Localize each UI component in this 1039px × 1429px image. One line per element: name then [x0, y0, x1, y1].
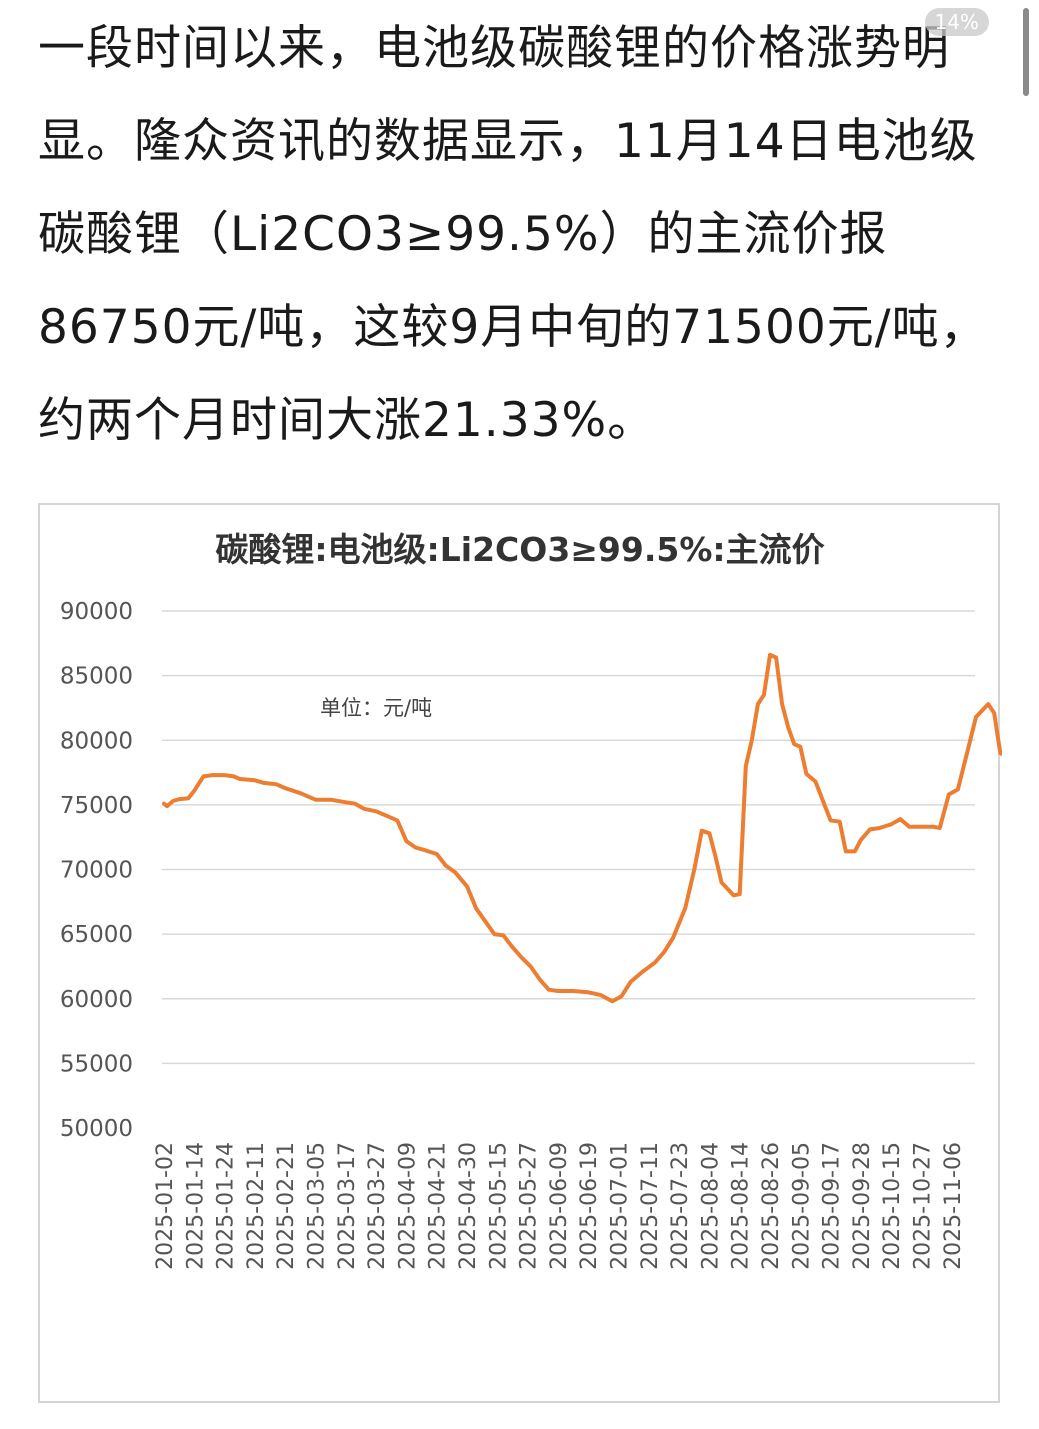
x-tick-label: 2025-04-09	[395, 1142, 420, 1270]
y-tick-label: 90000	[60, 599, 133, 625]
unit-label: 单位：元/吨	[320, 696, 432, 720]
y-tick-label: 75000	[60, 793, 133, 819]
y-tick-label: 80000	[60, 728, 133, 754]
y-tick-label: 70000	[60, 858, 133, 884]
y-axis-ticks: 90000 85000 80000 75000 70000 65000 60000 55000…	[60, 599, 133, 1142]
x-tick-label: 2025-03-27	[365, 1142, 390, 1270]
gridlines	[162, 610, 975, 1065]
x-tick-label: 2025-09-17	[820, 1142, 845, 1270]
x-tick-label: 2025-09-05	[789, 1142, 814, 1270]
x-tick-label: 2025-04-21	[426, 1142, 451, 1270]
x-tick-label: 2025-07-01	[608, 1142, 633, 1270]
line-chart: 碳酸锂:电池级:Li2CO3≥99.5%:主流价 单位：元/吨 90000 850…	[60, 530, 1002, 1270]
x-tick-label: 2025-10-27	[911, 1142, 936, 1270]
scrollbar[interactable]	[1023, 8, 1029, 96]
y-tick-label: 50000	[60, 1116, 133, 1142]
series-line-lithium-carbonate-price	[162, 652, 1002, 1004]
article-paragraph: 一段时间以来，电池级碳酸锂的价格涨势明显。隆众资讯的数据显示，11月14日电池级…	[38, 21, 988, 448]
x-tick-label: 2025-07-11	[638, 1142, 663, 1270]
x-tick-label: 2025-10-15	[880, 1142, 905, 1270]
chart-container: 碳酸锂:电池级:Li2CO3≥99.5%:主流价 单位：元/吨 90000 850…	[38, 503, 1002, 1403]
x-tick-label: 2025-01-02	[153, 1142, 178, 1270]
x-tick-label: 2025-04-30	[456, 1142, 481, 1270]
x-tick-label: 2025-06-09	[547, 1142, 572, 1270]
x-axis-ticks: 2025-01-02 2025-01-14 2025-01-24 2025-02-11…	[153, 1142, 966, 1270]
x-tick-label: 2025-05-27	[517, 1142, 542, 1270]
x-tick-label: 2025-08-26	[759, 1142, 784, 1270]
x-tick-label: 2025-06-19	[577, 1142, 602, 1270]
x-tick-label: 2025-08-14	[729, 1142, 754, 1270]
series-layer	[162, 652, 1002, 1004]
y-tick-label: 85000	[60, 664, 133, 690]
scroll-percent-badge: 14%	[924, 8, 989, 36]
x-tick-label: 2025-02-21	[274, 1142, 299, 1270]
y-tick-label: 60000	[60, 987, 133, 1013]
y-tick-label: 65000	[60, 922, 133, 948]
x-tick-label: 2025-01-14	[183, 1142, 208, 1270]
x-tick-label: 2025-03-05	[305, 1142, 330, 1270]
x-tick-label: 2025-05-15	[486, 1142, 511, 1270]
x-tick-label: 2025-08-04	[698, 1142, 723, 1270]
y-tick-label: 55000	[60, 1051, 133, 1077]
x-tick-label: 2025-11-06	[941, 1142, 966, 1270]
x-tick-label: 2025-07-23	[668, 1142, 693, 1270]
x-tick-label: 2025-03-17	[335, 1142, 360, 1270]
x-tick-label: 2025-01-24	[214, 1142, 239, 1270]
x-tick-label: 2025-09-28	[850, 1142, 875, 1270]
x-tick-label: 2025-02-11	[244, 1142, 269, 1270]
chart-title: 碳酸锂:电池级:Li2CO3≥99.5%:主流价	[215, 530, 824, 569]
